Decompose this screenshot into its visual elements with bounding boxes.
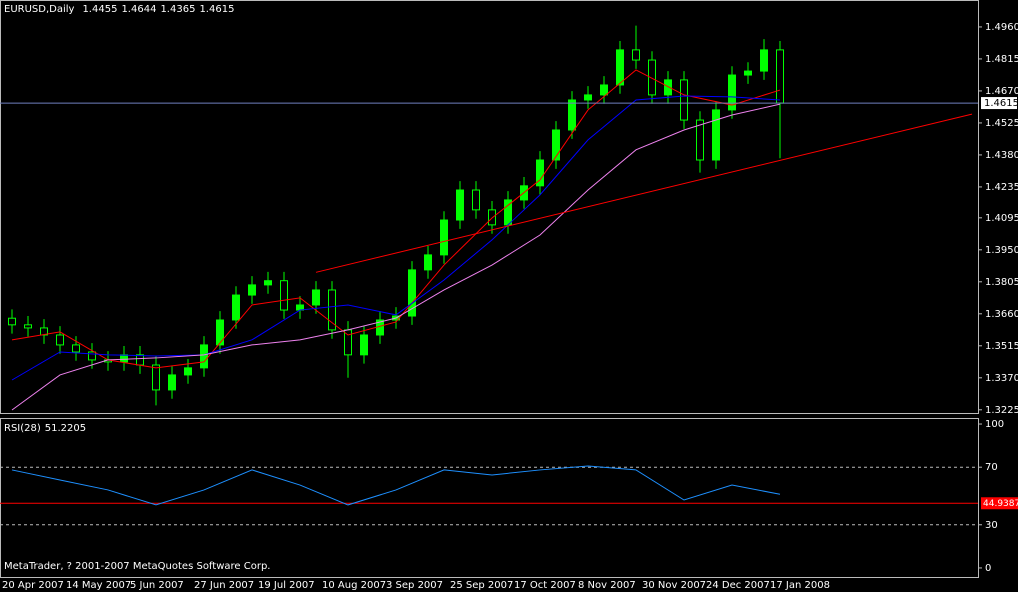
x-tick-label: 19 Jul 2007 bbox=[258, 580, 315, 591]
candle-body bbox=[712, 109, 720, 161]
rsi-header: RSI(28) 51.2205 bbox=[4, 423, 86, 434]
current-price-box bbox=[981, 97, 1017, 110]
trendline bbox=[315, 113, 973, 273]
symbol: EURUSD,Daily bbox=[4, 4, 75, 15]
y-tick-label: 100 bbox=[985, 419, 1004, 430]
moving-average bbox=[11, 103, 781, 411]
y-tick-label: 1.4380 bbox=[985, 150, 1018, 161]
candle-body bbox=[152, 364, 160, 391]
x-tick-label: 17 Jan 2008 bbox=[770, 580, 830, 591]
rsi-title: RSI(28) bbox=[4, 423, 41, 434]
y-tick-label: 1.4235 bbox=[985, 182, 1018, 193]
candle-body bbox=[568, 99, 576, 131]
header-open: 1.4455 bbox=[82, 4, 117, 15]
moving-average bbox=[11, 69, 781, 369]
y-tick-label: 1.4815 bbox=[985, 54, 1018, 65]
y-tick-label: 1.3805 bbox=[985, 277, 1018, 288]
candle-body bbox=[552, 129, 560, 161]
candle-body bbox=[584, 94, 592, 101]
x-tick-label: 27 Jun 2007 bbox=[194, 580, 254, 591]
candle-body bbox=[696, 119, 704, 161]
candle-body bbox=[728, 74, 736, 111]
header-close: 1.4615 bbox=[199, 4, 234, 15]
candle-body bbox=[280, 280, 288, 311]
candle-body bbox=[312, 289, 320, 306]
x-tick-label: 20 Apr 2007 bbox=[2, 580, 64, 591]
header-low: 1.4365 bbox=[160, 4, 195, 15]
candle-body bbox=[616, 49, 624, 86]
y-tick-label: 1.3225 bbox=[985, 405, 1018, 416]
x-tick-label: 25 Sep 2007 bbox=[450, 580, 513, 591]
chart-header: EURUSD,Daily 1.4455 1.4644 1.4365 1.4615 bbox=[4, 4, 234, 15]
x-tick-label: 10 Aug 2007 bbox=[322, 580, 386, 591]
candle-body bbox=[424, 254, 432, 271]
candle-body bbox=[264, 280, 272, 286]
x-tick-label: 17 Oct 2007 bbox=[514, 580, 576, 591]
moving-average bbox=[11, 95, 781, 381]
candle-body bbox=[328, 289, 336, 331]
rsi-pane-frame bbox=[0, 418, 979, 578]
level-box bbox=[981, 497, 1018, 510]
rsi-line bbox=[11, 465, 781, 506]
x-tick-label: 3 Sep 2007 bbox=[386, 580, 443, 591]
candle-body bbox=[168, 374, 176, 391]
y-tick-label: 1.3515 bbox=[985, 341, 1018, 352]
copyright: MetaTrader, ? 2001-2007 MetaQuotes Softw… bbox=[4, 561, 270, 572]
y-tick-label: 30 bbox=[985, 520, 998, 531]
candle-body bbox=[88, 351, 96, 361]
candle-body bbox=[648, 59, 656, 96]
candle-body bbox=[56, 334, 64, 346]
y-tick-label: 1.4095 bbox=[985, 213, 1018, 224]
candle-body bbox=[216, 319, 224, 346]
y-tick-label: 1.3370 bbox=[985, 373, 1018, 384]
candle-body bbox=[8, 317, 16, 326]
candle-body bbox=[488, 209, 496, 226]
header-high: 1.4644 bbox=[121, 4, 156, 15]
y-tick-label: 1.4670 bbox=[985, 86, 1018, 97]
candle-body bbox=[456, 189, 464, 221]
candle-body bbox=[744, 70, 752, 76]
candle-body bbox=[200, 344, 208, 369]
candle-body bbox=[360, 334, 368, 356]
candle-body bbox=[136, 354, 144, 366]
x-tick-label: 8 Nov 2007 bbox=[578, 580, 636, 591]
candle-body bbox=[184, 367, 192, 376]
level-label: 44.9387 bbox=[983, 499, 1018, 509]
x-tick-label: 30 Nov 2007 bbox=[642, 580, 706, 591]
candle-body bbox=[472, 189, 480, 211]
candle-body bbox=[664, 79, 672, 96]
x-tick-label: 24 Dec 2007 bbox=[706, 580, 770, 591]
candle-body bbox=[24, 324, 32, 329]
rsi-value: 51.2205 bbox=[45, 423, 86, 434]
candle-body bbox=[680, 79, 688, 121]
y-tick-label: 1.3660 bbox=[985, 309, 1018, 320]
candle-body bbox=[72, 344, 80, 353]
candle-body bbox=[760, 49, 768, 72]
y-tick-label: 0 bbox=[985, 563, 991, 574]
candle-body bbox=[632, 49, 640, 61]
y-tick-label: 1.4960 bbox=[985, 22, 1018, 33]
candle-body bbox=[536, 159, 544, 187]
candle-body bbox=[232, 294, 240, 321]
x-tick-label: 14 May 2007 bbox=[66, 580, 131, 591]
x-tick-label: 5 Jun 2007 bbox=[130, 580, 184, 591]
candle-body bbox=[248, 284, 256, 296]
candle-body bbox=[776, 49, 784, 104]
y-tick-label: 1.3950 bbox=[985, 245, 1018, 256]
candle-body bbox=[408, 269, 416, 317]
price-pane-frame bbox=[0, 0, 979, 414]
candle-body bbox=[440, 219, 448, 256]
candle-body bbox=[120, 354, 128, 363]
current-price-label: 1.4615 bbox=[984, 98, 1018, 109]
candle-body bbox=[600, 84, 608, 96]
y-tick-label: 70 bbox=[985, 462, 998, 473]
y-tick-label: 1.4525 bbox=[985, 118, 1018, 129]
